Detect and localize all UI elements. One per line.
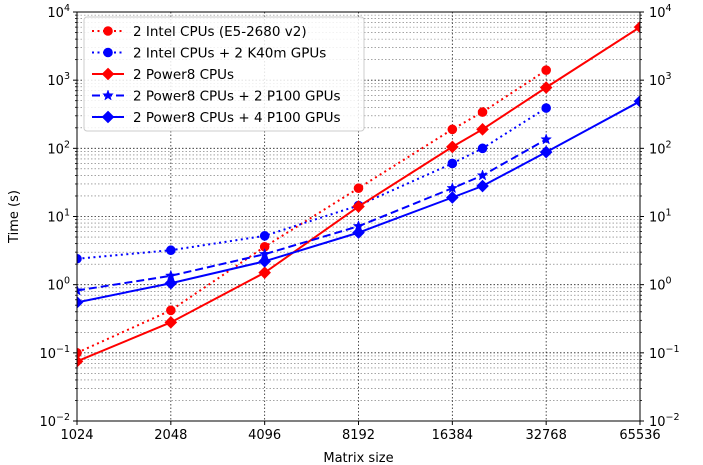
data-point — [633, 94, 640, 108]
legend-label: 2 Intel CPUs (E5-2680 v2) — [133, 24, 307, 40]
legend-marker — [101, 110, 115, 124]
y-tick-label-left: 103 — [47, 71, 70, 89]
data-point — [541, 65, 551, 76]
data-point — [77, 253, 82, 264]
legend-entry: 2 Power8 CPUs + 2 P100 GPUs — [92, 89, 341, 105]
legend-entry: 2 Power8 CPUs — [92, 67, 234, 83]
data-point — [166, 305, 176, 316]
data-point — [446, 140, 459, 154]
legend-marker — [101, 67, 115, 81]
x-tick-label: 8192 — [342, 428, 375, 443]
data-point — [77, 355, 84, 368]
x-tick-label: 2048 — [154, 428, 187, 443]
y-tick-label-right: 100 — [649, 276, 672, 294]
data-point — [446, 181, 459, 194]
y-tick-label-right: 10−2 — [649, 412, 680, 430]
legend-label: 2 Power8 CPUs + 2 P100 GPUs — [133, 89, 341, 105]
data-point — [77, 296, 84, 309]
series-line — [77, 26, 640, 363]
legend: 2 Intel CPUs (E5-2680 v2) 2 Intel CPUs + … — [83, 16, 365, 132]
legend-marker — [103, 47, 113, 58]
x-tick-label: 16384 — [432, 428, 473, 443]
y-tick-label-left: 104 — [47, 3, 70, 21]
legend-entry: 2 Intel CPUs + 2 K40m GPUs — [92, 46, 326, 62]
data-point — [258, 266, 271, 279]
x-tick-label: 1024 — [60, 428, 93, 443]
data-point — [166, 245, 176, 256]
legend-label: 2 Power8 CPUs — [133, 67, 234, 83]
legend-marker — [102, 89, 114, 101]
data-point — [77, 348, 82, 358]
y-tick-label-right: 104 — [649, 3, 672, 21]
data-point — [258, 255, 271, 268]
y-tick-label-left: 102 — [47, 139, 70, 157]
data-point — [447, 158, 458, 169]
series-4 — [77, 133, 553, 296]
y-tick-label-right: 103 — [649, 71, 672, 89]
data-point — [447, 124, 458, 135]
y-tick-label-left: 10−1 — [39, 344, 70, 362]
legend-label: 2 Power8 CPUs + 4 P100 GPUs — [133, 110, 341, 126]
y-tick-label-right: 101 — [649, 208, 672, 226]
y-tick-label-right: 10−1 — [649, 344, 680, 362]
legend-label: 2 Intel CPUs + 2 K40m GPUs — [133, 46, 326, 62]
series-1 — [77, 65, 551, 358]
x-axis-title: Matrix size — [323, 451, 393, 465]
legend-entry: 2 Intel CPUs (E5-2680 v2) — [92, 24, 307, 40]
data-point — [476, 169, 489, 181]
y-tick-label-right: 102 — [649, 139, 672, 157]
y-tick-label-left: 100 — [47, 276, 70, 294]
legend-marker — [103, 26, 113, 36]
x-tick-label: 32768 — [525, 428, 566, 443]
data-point — [633, 20, 640, 34]
y-axis-title: Time (s) — [7, 190, 22, 244]
series-line — [77, 138, 547, 292]
data-point — [477, 143, 488, 154]
series-layer — [77, 20, 640, 368]
legend-entry: 2 Power8 CPUs + 4 P100 GPUs — [92, 110, 341, 126]
data-point — [353, 183, 364, 194]
data-point — [539, 145, 553, 159]
data-point — [539, 81, 553, 94]
series-3 — [77, 20, 640, 368]
data-point — [476, 123, 489, 136]
data-point — [540, 133, 553, 145]
legend-box — [83, 16, 365, 132]
x-tick-label: 4096 — [248, 428, 281, 443]
data-point — [446, 191, 459, 204]
data-point — [352, 200, 365, 213]
data-point — [352, 226, 365, 239]
y-tick-label-left: 101 — [47, 208, 70, 226]
data-point — [477, 107, 488, 117]
data-point — [476, 179, 489, 193]
data-point — [259, 231, 270, 241]
series-5 — [77, 94, 640, 309]
data-point — [164, 276, 178, 290]
data-point — [541, 103, 551, 113]
series-line — [77, 100, 640, 304]
data-point — [77, 284, 83, 296]
data-point — [164, 316, 178, 329]
x-tick-label: 65536 — [619, 428, 660, 443]
y-tick-label-left: 10−2 — [39, 412, 70, 430]
